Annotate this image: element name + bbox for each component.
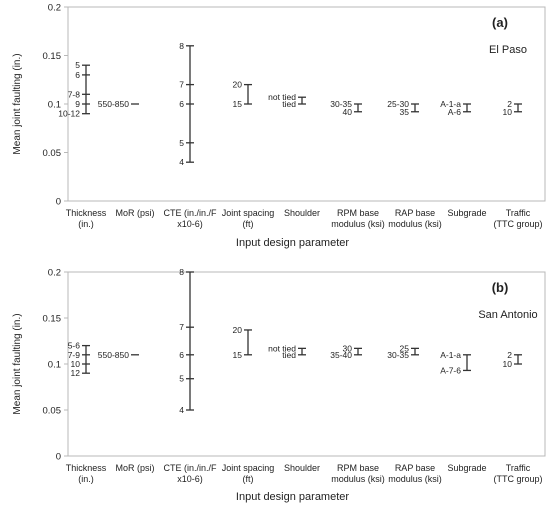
point-label: A-6: [448, 107, 462, 117]
panel-label: (b): [492, 280, 509, 295]
point-label: 5: [75, 60, 80, 70]
point-label: 20: [233, 80, 243, 90]
location-label: El Paso: [489, 44, 527, 56]
point-label: 2: [507, 99, 512, 109]
point-label: 10: [503, 107, 513, 117]
category-label: modulus (ksi): [331, 219, 385, 229]
category-label: RAP base: [395, 208, 435, 218]
category-label: (ft): [243, 219, 254, 229]
category-label: Subgrade: [447, 463, 486, 473]
category-label: (TTC group): [493, 474, 542, 484]
x-axis-label: Input design parameter: [236, 491, 349, 503]
point-label: 40: [343, 107, 353, 117]
category-label: MoR (psi): [115, 463, 154, 473]
category-label: Joint spacing: [222, 463, 275, 473]
location-label: San Antonio: [478, 309, 537, 321]
point-label: 6: [179, 350, 184, 360]
category-label: RPM base: [337, 208, 379, 218]
point-label: 5: [179, 138, 184, 148]
plot-area-frame: [67, 271, 546, 457]
point-label: 30-35: [330, 99, 352, 109]
point-label: tied: [282, 99, 296, 109]
y-tick-label: 0.1: [48, 100, 61, 111]
category-label: (in.): [78, 474, 94, 484]
point-label: A-1-a: [440, 350, 461, 360]
point-label: 4: [179, 405, 184, 415]
panel-label: (a): [492, 15, 508, 30]
point-label: 30-35: [387, 350, 409, 360]
y-tick-label: 0.15: [43, 51, 62, 62]
category-label: modulus (ksi): [388, 219, 442, 229]
y-tick-label: 0.2: [48, 268, 61, 279]
point-label: 5-6: [68, 341, 81, 351]
point-label: 5: [179, 374, 184, 384]
point-label: 15: [233, 99, 243, 109]
point-label: 2: [507, 350, 512, 360]
category-label: CTE (in./in./F: [163, 208, 217, 218]
x-axis-label: Input design parameter: [236, 237, 349, 249]
category-label: (TTC group): [493, 219, 542, 229]
y-tick-label: 0.1: [48, 360, 61, 371]
category-label: Traffic: [506, 463, 531, 473]
y-tick-label: 0.2: [48, 3, 61, 14]
point-label: 10-12: [58, 109, 80, 119]
point-label: 35: [400, 107, 410, 117]
point-label: 9: [75, 99, 80, 109]
point-label: 550-850: [98, 99, 129, 109]
point-label: A-1-a: [440, 99, 461, 109]
point-label: 7: [179, 322, 184, 332]
category-label: Subgrade: [447, 208, 486, 218]
point-label: 12: [71, 368, 81, 378]
point-label: 550-850: [98, 350, 129, 360]
y-axis-label: Mean joint faulting (in.): [12, 53, 23, 154]
point-label: 6: [75, 70, 80, 80]
point-label: 7-8: [68, 89, 81, 99]
y-tick-label: 0: [56, 452, 61, 463]
category-label: Thickness: [66, 208, 107, 218]
point-label: 8: [179, 267, 184, 277]
category-label: (ft): [243, 474, 254, 484]
category-label: x10-6): [177, 219, 203, 229]
point-label: 35-40: [330, 350, 352, 360]
point-label: 7: [179, 80, 184, 90]
category-label: Shoulder: [284, 463, 320, 473]
category-label: MoR (psi): [115, 208, 154, 218]
y-tick-label: 0.05: [43, 406, 62, 417]
point-label: 10: [503, 359, 513, 369]
category-label: modulus (ksi): [388, 474, 442, 484]
category-label: RPM base: [337, 463, 379, 473]
point-label: tied: [282, 350, 296, 360]
point-label: 6: [179, 99, 184, 109]
point-label: 8: [179, 41, 184, 51]
point-label: 10: [71, 359, 81, 369]
point-label: 30: [343, 343, 353, 353]
category-label: modulus (ksi): [331, 474, 385, 484]
category-label: CTE (in./in./F: [163, 463, 217, 473]
point-label: A-7-6: [440, 365, 461, 375]
point-label: not tied: [268, 343, 296, 353]
y-tick-label: 0: [56, 197, 61, 208]
category-label: Thickness: [66, 463, 107, 473]
y-tick-label: 0.05: [43, 148, 62, 159]
point-label: 25: [400, 343, 410, 353]
category-label: Traffic: [506, 208, 531, 218]
category-label: Joint spacing: [222, 208, 275, 218]
point-label: 20: [233, 325, 243, 335]
point-label: 15: [233, 350, 243, 360]
category-label: (in.): [78, 219, 94, 229]
point-label: 25-30: [387, 99, 409, 109]
y-tick-label: 0.15: [43, 314, 62, 325]
category-label: RAP base: [395, 463, 435, 473]
category-label: x10-6): [177, 474, 203, 484]
plot-area-frame: [67, 6, 546, 202]
point-label: 7-9: [68, 350, 81, 360]
y-axis-label: Mean joint faulting (in.): [12, 313, 23, 414]
point-label: not tied: [268, 92, 296, 102]
point-label: 4: [179, 157, 184, 167]
category-label: Shoulder: [284, 208, 320, 218]
